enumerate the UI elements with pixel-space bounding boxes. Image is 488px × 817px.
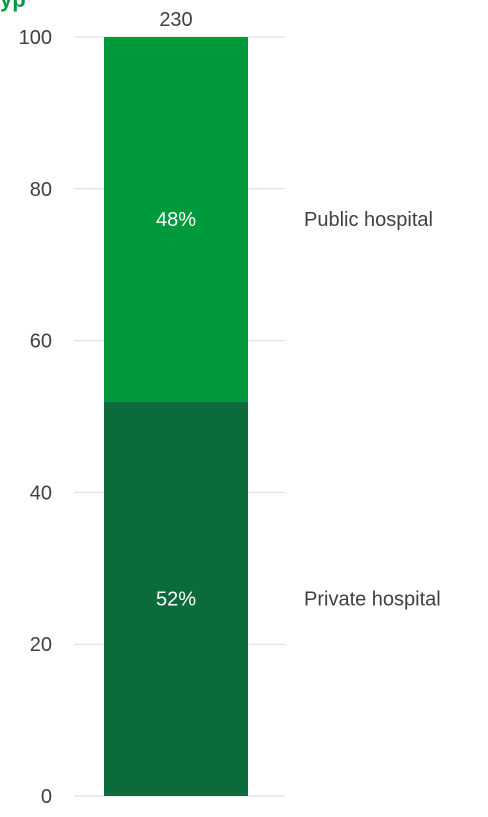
y-tick-label-100: 100 [19,27,52,49]
bar-labels: 52% 48% 230 [156,9,196,611]
series-label-public-hospital: Public hospital [304,209,433,231]
bar-segments [104,37,248,796]
bar-segment-public-hospital [104,37,248,402]
y-axis-ticks: 0 20 40 60 80 100 [19,27,52,808]
y-tick-label-80: 80 [30,179,52,201]
data-label-public-hospital: 48% [156,209,196,231]
y-tick-label-20: 20 [30,634,52,656]
y-tick-label-60: 60 [30,331,52,353]
series-labels: Private hospital Public hospital [304,209,441,610]
series-label-private-hospital: Private hospital [304,589,441,611]
bar-segment-private-hospital [104,401,248,796]
y-tick-label-0: 0 [41,786,52,808]
y-tick-label-40: 40 [30,482,52,504]
data-label-private-hospital: 52% [156,589,196,611]
chart-title-fragment: yp [0,0,26,13]
total-label: 230 [159,9,192,31]
